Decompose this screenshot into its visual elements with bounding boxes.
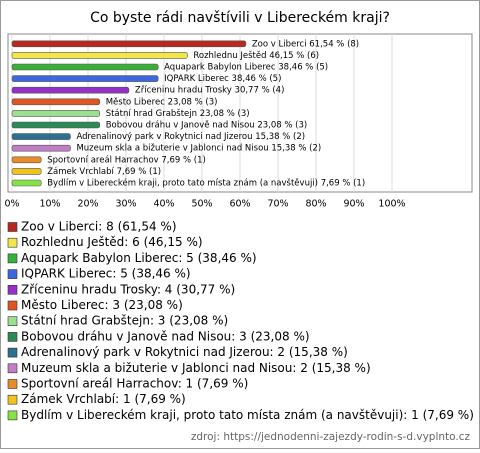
- bar: [11, 133, 71, 140]
- legend-entry: Bydlím v Libereckém kraji, proto tato mí…: [21, 408, 474, 422]
- bar: [11, 121, 101, 129]
- data-label: Muzeum skla a bižuterie v Jablonci nad N…: [76, 144, 321, 154]
- legend-entry: Aquapark Babylon Liberec: 5 (38,46 %): [21, 251, 257, 265]
- x-tick-label: 70%: [267, 199, 288, 210]
- x-tick-label: 60%: [229, 199, 250, 210]
- x-tick-label: 100%: [378, 199, 405, 210]
- x-tick-label: 20%: [77, 199, 98, 210]
- data-label: Státní hrad Grabštejn 23,08 % (3): [106, 108, 250, 119]
- legend-entry: Muzeum skla a bižuterie v Jablonci nad N…: [21, 361, 371, 375]
- bar: [11, 168, 42, 175]
- bar: [11, 98, 101, 106]
- legend-entry: Zříceninu hradu Trosky: 4 (30,77 %): [21, 282, 235, 296]
- data-label: Zříceninu hradu Trosky 30,77 % (4): [135, 86, 284, 96]
- legend-entry: Rozhlednu Ještěd: 6 (46,15 %): [21, 235, 203, 249]
- data-label: Bydlím v Libereckém kraji, proto tato mí…: [47, 178, 365, 189]
- data-label: Zoo v Liberci 61,54 % (8): [252, 39, 359, 49]
- legend-swatch: [7, 284, 18, 295]
- data-label: Město Liberec 23,08 % (3): [106, 97, 218, 107]
- data-label: Aquapark Babylon Liberec 38,46 % (5): [164, 63, 328, 73]
- legend-entry: Zámek Vrchlabí: 1 (7,69 %): [21, 392, 186, 406]
- bar: [11, 63, 159, 71]
- legend-swatch: [7, 379, 18, 389]
- legend-entry: Sportovní areál Harrachov: 1 (7,69 %): [21, 377, 248, 391]
- x-tick-label: 0%: [4, 199, 19, 210]
- legend-swatch: [7, 394, 18, 405]
- x-tick-label: 40%: [153, 199, 174, 210]
- legend-entry: Město Liberec: 3 (23,08 %): [21, 298, 183, 312]
- data-label: Zámek Vrchlabí 7,69 % (1): [47, 167, 161, 177]
- bar: [11, 52, 188, 59]
- bar: [11, 156, 42, 164]
- bar: [11, 144, 71, 152]
- legend-swatch: [7, 332, 18, 342]
- legend-entry: Bobovou dráhu v Janově nad Nisou: 3 (23,…: [21, 329, 310, 343]
- bar: [11, 86, 130, 94]
- legend-swatch: [7, 300, 18, 311]
- legend-swatch: [7, 269, 18, 279]
- legend-swatch: [7, 410, 18, 421]
- x-tick-label: 90%: [343, 199, 364, 210]
- bar: [11, 40, 247, 48]
- legend-entry: Zoo v Liberci: 8 (61,54 %): [21, 220, 177, 234]
- x-tick-label: 30%: [115, 199, 136, 210]
- chart-title: Co byste rádi navštívili v Libereckém kr…: [90, 10, 390, 26]
- data-label: Sportovní areál Harrachov 7,69 % (1): [47, 155, 206, 165]
- legend-swatch: [7, 253, 18, 264]
- legend-swatch: [7, 222, 18, 232]
- x-tick-label: 50%: [191, 199, 212, 210]
- bar: [11, 179, 42, 187]
- data-label: Adrenalinový park v Rokytnici nad Jizero…: [76, 132, 305, 142]
- source: zdroj: https://jednodenni-zajezdy-rodin-…: [191, 431, 471, 443]
- x-tick-label: 10%: [39, 199, 60, 210]
- legend-swatch: [7, 347, 18, 358]
- data-label: IQPARK Liberec 38,46 % (5): [164, 74, 281, 84]
- legend-swatch: [7, 363, 18, 374]
- data-label: Bobovou dráhu v Janově nad Nisou 23,08 %…: [106, 121, 308, 131]
- bar: [11, 110, 101, 117]
- data-label: Rozhlednu Ještěd 46,15 % (6): [193, 50, 319, 61]
- legend-entry: IQPARK Liberec: 5 (38,46 %): [21, 267, 191, 281]
- bar: [11, 75, 159, 82]
- legend-swatch: [7, 237, 18, 248]
- x-tick-label: 80%: [305, 199, 326, 210]
- legend-entry: Státní hrad Grabštejn: 3 (23,08 %): [21, 314, 228, 328]
- legend-swatch: [7, 316, 18, 327]
- legend-entry: Adrenalinový park v Rokytnici nad Jizero…: [21, 345, 348, 359]
